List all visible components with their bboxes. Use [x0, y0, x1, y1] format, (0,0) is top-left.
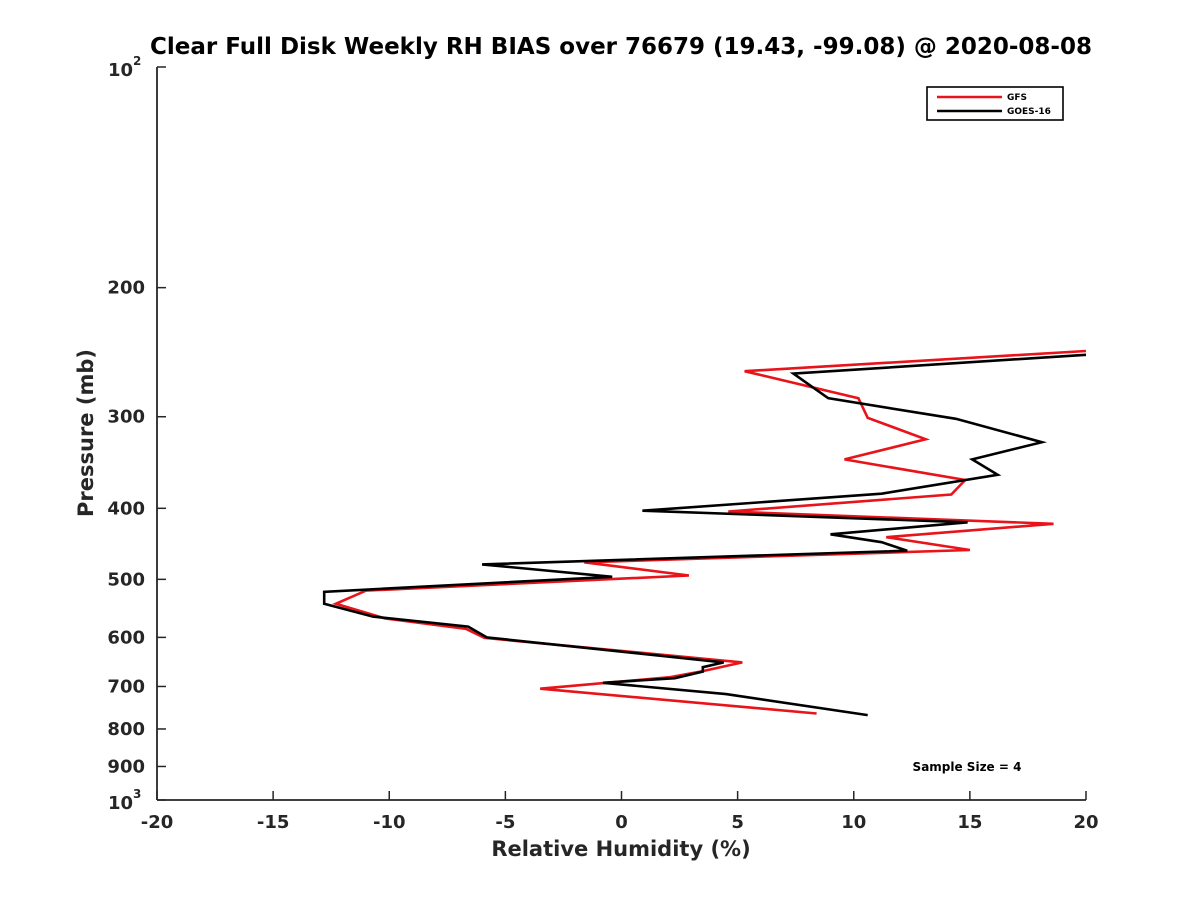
legend-label-goes-16: GOES-16 — [1007, 107, 1051, 117]
y-tick-label: 700 — [107, 676, 145, 697]
series-layer — [322, 349, 1087, 717]
y-tick-label-exponent: 3 — [133, 787, 141, 801]
x-tick-label: -10 — [373, 812, 406, 833]
x-tick-label: 0 — [615, 812, 628, 833]
y-tick-label-power: 10 — [108, 793, 133, 814]
y-tick-label: 800 — [107, 719, 145, 740]
y-tick-label-exponent: 2 — [133, 54, 141, 68]
x-axis-ticks: -20 -15 -10 -5 0 5 10 15 20 — [141, 791, 1099, 833]
x-tick-label: -5 — [495, 812, 515, 833]
y-tick-label: 200 — [107, 278, 145, 299]
legend-label-gfs: GFS — [1007, 93, 1027, 103]
sample-size-annotation: Sample Size = 4 — [913, 760, 1022, 774]
x-tick-label: 5 — [731, 812, 744, 833]
y-tick-label-power: 10 — [108, 60, 133, 81]
series-line-goes-16 — [322, 353, 1087, 717]
chart-title: Clear Full Disk Weekly RH BIAS over 7667… — [150, 34, 1092, 60]
legend: GFS GOES-16 — [926, 86, 1064, 121]
x-tick-label: 20 — [1073, 812, 1098, 833]
y-axis-label: Pressure (mb) — [74, 349, 98, 517]
y-tick-label: 900 — [107, 756, 145, 777]
x-tick-label: -15 — [257, 812, 290, 833]
y-tick-label: 500 — [107, 569, 145, 590]
x-tick-label: -20 — [141, 812, 174, 833]
x-axis-label: Relative Humidity (%) — [491, 837, 750, 861]
x-tick-label: 15 — [957, 812, 982, 833]
y-tick-label: 300 — [107, 407, 145, 428]
y-tick-label: 400 — [107, 498, 145, 519]
legend-box — [926, 86, 1064, 121]
y-tick-label: 600 — [107, 627, 145, 648]
x-tick-label: 10 — [841, 812, 866, 833]
